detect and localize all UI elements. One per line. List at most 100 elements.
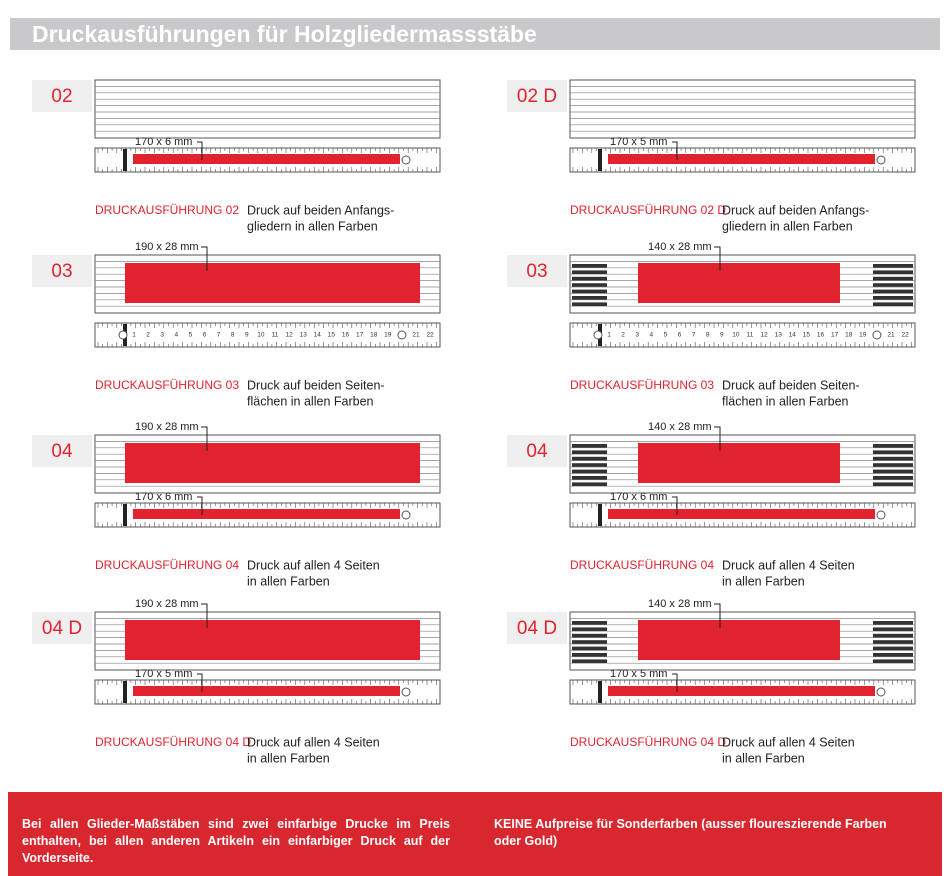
scale-number: 13 (300, 332, 308, 339)
dimension-label: 140 x 28 mm (648, 241, 712, 253)
dimension-label: 170 x 6 mm (610, 491, 667, 503)
dimension-tick (201, 246, 208, 271)
stripe (572, 450, 607, 454)
stripe (873, 283, 913, 287)
variant: DRUCKAUSFÜHRUNG 03 (95, 378, 239, 392)
code: 03 (526, 261, 547, 282)
description: in allen Farben (247, 574, 330, 588)
scale-number: 21 (412, 332, 420, 339)
variant: DRUCKAUSFÜHRUNG 04 (95, 558, 239, 572)
scale-number: 15 (328, 332, 336, 339)
variant: DRUCKAUSFÜHRUNG 02 D (570, 203, 726, 217)
stripe (873, 450, 913, 454)
dimension-tick (197, 496, 203, 515)
code-box (32, 435, 92, 467)
stripe (873, 621, 913, 625)
scale-number: 6 (678, 332, 682, 339)
description: in allen Farben (722, 574, 805, 588)
rivet (876, 687, 886, 697)
print-area (125, 263, 420, 303)
dimension-label: 170 x 5 mm (610, 668, 667, 680)
scale-number: 17 (356, 332, 364, 339)
stripe (572, 627, 607, 631)
code: 04 D (42, 618, 82, 639)
dimension-tick (197, 673, 203, 692)
header-title: Druckausführungen für Holzgliedermassstä… (10, 18, 940, 50)
description: flächen in allen Farben (722, 394, 849, 408)
dimension-tick (714, 246, 721, 271)
top-rule (94, 79, 441, 139)
stripe (572, 270, 607, 274)
scale-number: 8 (231, 332, 235, 339)
scale-number: 4 (174, 332, 178, 339)
scale-number: 16 (342, 332, 350, 339)
stripe (572, 659, 607, 663)
code: 04 (526, 441, 548, 462)
print-strip (608, 509, 875, 519)
stripe (572, 640, 607, 644)
description: gliedern in allen Farben (722, 219, 853, 233)
stripe (873, 469, 913, 474)
rivet (118, 330, 128, 340)
scale-number: 19 (859, 332, 867, 339)
dimension-label: 190 x 28 mm (135, 241, 199, 253)
dimension-tick (672, 496, 678, 515)
stripe (572, 283, 607, 287)
stripe (873, 289, 913, 294)
print-strip (608, 154, 875, 164)
rivet (401, 510, 411, 520)
variant: DRUCKAUSFÜHRUNG 04 D (570, 735, 726, 749)
stripe (572, 482, 607, 486)
code-box (507, 80, 567, 112)
rivet (872, 330, 882, 340)
stripe (873, 276, 913, 281)
stripe (572, 633, 607, 638)
variant: DRUCKAUSFÜHRUNG 04 (570, 558, 714, 572)
description: Druck auf beiden Anfangs- (247, 203, 394, 217)
description: Druck auf allen 4 Seiten (722, 735, 855, 749)
stripe (873, 633, 913, 638)
scale-number: 18 (845, 332, 853, 339)
scale-number: 5 (189, 332, 193, 339)
dimension-tick (201, 603, 208, 628)
stripe (873, 482, 913, 486)
stripe (572, 653, 607, 657)
description: Druck auf beiden Anfangs- (722, 203, 869, 217)
code-box (507, 612, 567, 644)
scale-number: 1 (607, 332, 611, 339)
stripe (572, 276, 607, 281)
print-area (638, 443, 840, 483)
description: Druck auf beiden Seiten- (722, 378, 860, 392)
description: Druck auf allen 4 Seiten (247, 558, 380, 572)
scale-number: 11 (747, 332, 754, 339)
hinge (598, 504, 602, 526)
description: Druck auf allen 4 Seiten (722, 558, 855, 572)
scale-number: 7 (217, 332, 221, 339)
dimension-tick (197, 141, 203, 160)
code: 03 (51, 261, 72, 282)
footer-right: KEINE Aufpreise für Sonderfarben (ausser… (494, 817, 887, 848)
scale-number: 3 (635, 332, 639, 339)
scale-number: 13 (775, 332, 783, 339)
code: 02 (51, 86, 72, 107)
stripe (873, 627, 913, 631)
top-rule (569, 79, 916, 139)
rivet (876, 510, 886, 520)
stripe (873, 646, 913, 651)
scale-number: 9 (245, 332, 249, 339)
print-area (638, 620, 840, 660)
hinge (598, 681, 602, 703)
variant: DRUCKAUSFÜHRUNG 03 (570, 378, 714, 392)
dimension-tick (714, 603, 721, 628)
scale-number: 8 (706, 332, 710, 339)
description: in allen Farben (247, 751, 330, 765)
code-box (507, 435, 567, 467)
scale-number: 6 (203, 332, 207, 339)
stripe (873, 296, 913, 300)
stripe (572, 456, 607, 461)
print-strip (133, 509, 400, 519)
print-area (125, 443, 420, 483)
scale-number: 3 (160, 332, 164, 339)
scale-number: 17 (831, 332, 839, 339)
stripe (873, 463, 913, 467)
